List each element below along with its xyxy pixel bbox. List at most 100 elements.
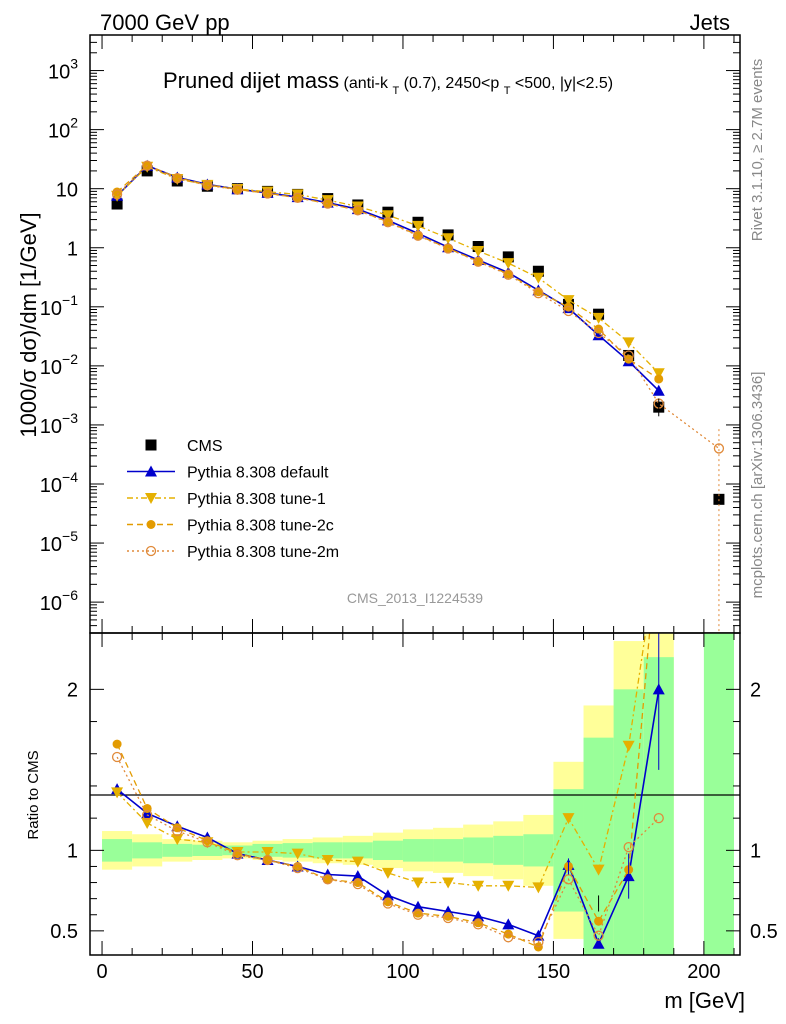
legend-marker <box>145 493 157 504</box>
data-point <box>202 180 212 190</box>
main-ytick-label: 10−4 <box>40 469 78 497</box>
series-pythia-8-308-tune-2c <box>112 160 664 384</box>
legend-label: CMS <box>187 438 223 455</box>
ratio-ytick-label: 0.5 <box>50 921 78 943</box>
data-point <box>593 327 604 339</box>
legend: CMS Pythia 8.308 default Pythia 8.308 tune… <box>127 438 339 561</box>
uncertainty-band-green <box>703 633 734 955</box>
data-point <box>532 272 545 284</box>
title-sub-t2: T <box>504 85 511 97</box>
series-pythia-8-308-tune-1 <box>111 161 665 380</box>
main-ytick-exp: −2 <box>62 351 78 367</box>
series-pythia-8-308-default <box>111 159 665 396</box>
data-point <box>172 173 182 183</box>
uncertainty-band-green <box>493 835 524 865</box>
data-point <box>563 305 574 317</box>
data-point <box>622 337 635 349</box>
uncertainty-band-green <box>433 839 464 862</box>
data-point <box>383 217 393 227</box>
data-point <box>382 217 394 228</box>
series-line <box>116 166 660 374</box>
legend-label: Pythia 8.308 tune-2c <box>187 518 334 535</box>
ratio-point <box>381 867 394 879</box>
data-point <box>112 187 122 197</box>
data-point <box>172 173 183 184</box>
rivet-label: Rivet 3.1.10, ≥ 2.7M events <box>749 59 766 242</box>
main-ytick-exp: −1 <box>62 292 78 308</box>
data-point <box>292 192 303 203</box>
data-point <box>442 233 455 245</box>
ratio-point <box>262 854 273 866</box>
main-ytick-exp: −3 <box>62 410 78 426</box>
ratio-point <box>382 898 394 909</box>
data-point <box>654 374 664 384</box>
data-point <box>502 258 515 270</box>
main-ytick-exp: 3 <box>70 56 78 72</box>
ratio-point <box>412 909 424 920</box>
data-point <box>503 269 514 280</box>
legend-item: CMS <box>145 438 223 455</box>
ratio-point <box>111 751 123 763</box>
ratio-point <box>442 912 454 924</box>
main-error-bars <box>658 398 720 633</box>
title-sub-mid: (0.7), 2450<p <box>404 75 500 92</box>
analysis-watermark: CMS_2013_I1224539 <box>347 590 483 606</box>
data-point <box>413 230 423 240</box>
legend-label: Pythia 8.308 tune-1 <box>187 491 326 508</box>
ratio-point <box>292 862 303 874</box>
ratio-point <box>323 874 333 884</box>
legend-marker <box>145 439 157 451</box>
data-point <box>713 443 725 454</box>
ratio-point <box>261 846 274 858</box>
main-ytick-base: 10 <box>40 298 62 320</box>
ratio-point <box>502 880 515 892</box>
ratio-plot-panel: 0 50 100 150 200 0.5 0.5 1 1 2 2 <box>50 632 778 983</box>
ratio-point <box>503 929 513 939</box>
main-ytick-label: 10 <box>56 180 78 202</box>
main-ytick-base: 10 <box>40 416 62 438</box>
ratio-point <box>111 787 124 799</box>
ratio-ytick-label-right: 1 <box>750 840 761 862</box>
ratio-point <box>291 848 304 860</box>
main-ytick-exp: −4 <box>62 469 78 485</box>
main-ytick-exp: 2 <box>70 115 78 131</box>
data-point <box>652 384 665 396</box>
ratio-point <box>141 817 154 829</box>
ratio-point <box>562 813 575 825</box>
data-point <box>412 220 425 232</box>
ratio-point <box>352 879 363 890</box>
ratio-point <box>412 900 425 912</box>
ratio-point <box>533 936 544 948</box>
header-left: 7000 GeV pp <box>100 10 230 35</box>
data-point <box>502 251 514 263</box>
data-point <box>442 243 454 254</box>
data-point <box>473 256 484 267</box>
ratio-plot-frame <box>89 632 741 956</box>
main-ytick-base: 10 <box>40 534 62 556</box>
main-ytick-base: 1 <box>67 239 78 261</box>
ratio-xtick-label: 100 <box>386 961 419 983</box>
main-ytick-label: 10−3 <box>40 410 78 438</box>
main-ytick-base: 10 <box>48 121 70 143</box>
ratio-point <box>502 918 515 930</box>
legend-item: Pythia 8.308 default <box>127 465 329 482</box>
ratio-point <box>381 889 394 901</box>
legend-marker <box>146 520 156 529</box>
ratio-point <box>202 837 213 848</box>
ratio-point <box>473 919 484 930</box>
data-point <box>322 198 333 209</box>
series-pythia-8-308-tune-2m <box>111 160 725 454</box>
ratio-point <box>622 740 635 752</box>
ratio-ytick-label: 1 <box>67 840 78 862</box>
ratio-ytick-label-right: 0.5 <box>750 921 778 943</box>
chart-title: Pruned dijet mass (anti-k T (0.7), 2450<… <box>163 68 613 98</box>
ratio-point <box>593 930 604 941</box>
data-point <box>111 189 123 200</box>
ratio-series-pythia-8-308-tune-2m <box>111 751 664 948</box>
main-ytick-label: 10−1 <box>40 292 78 320</box>
main-ytick-base: 10 <box>56 180 78 202</box>
data-point <box>533 288 544 299</box>
ratio-point <box>232 850 243 861</box>
